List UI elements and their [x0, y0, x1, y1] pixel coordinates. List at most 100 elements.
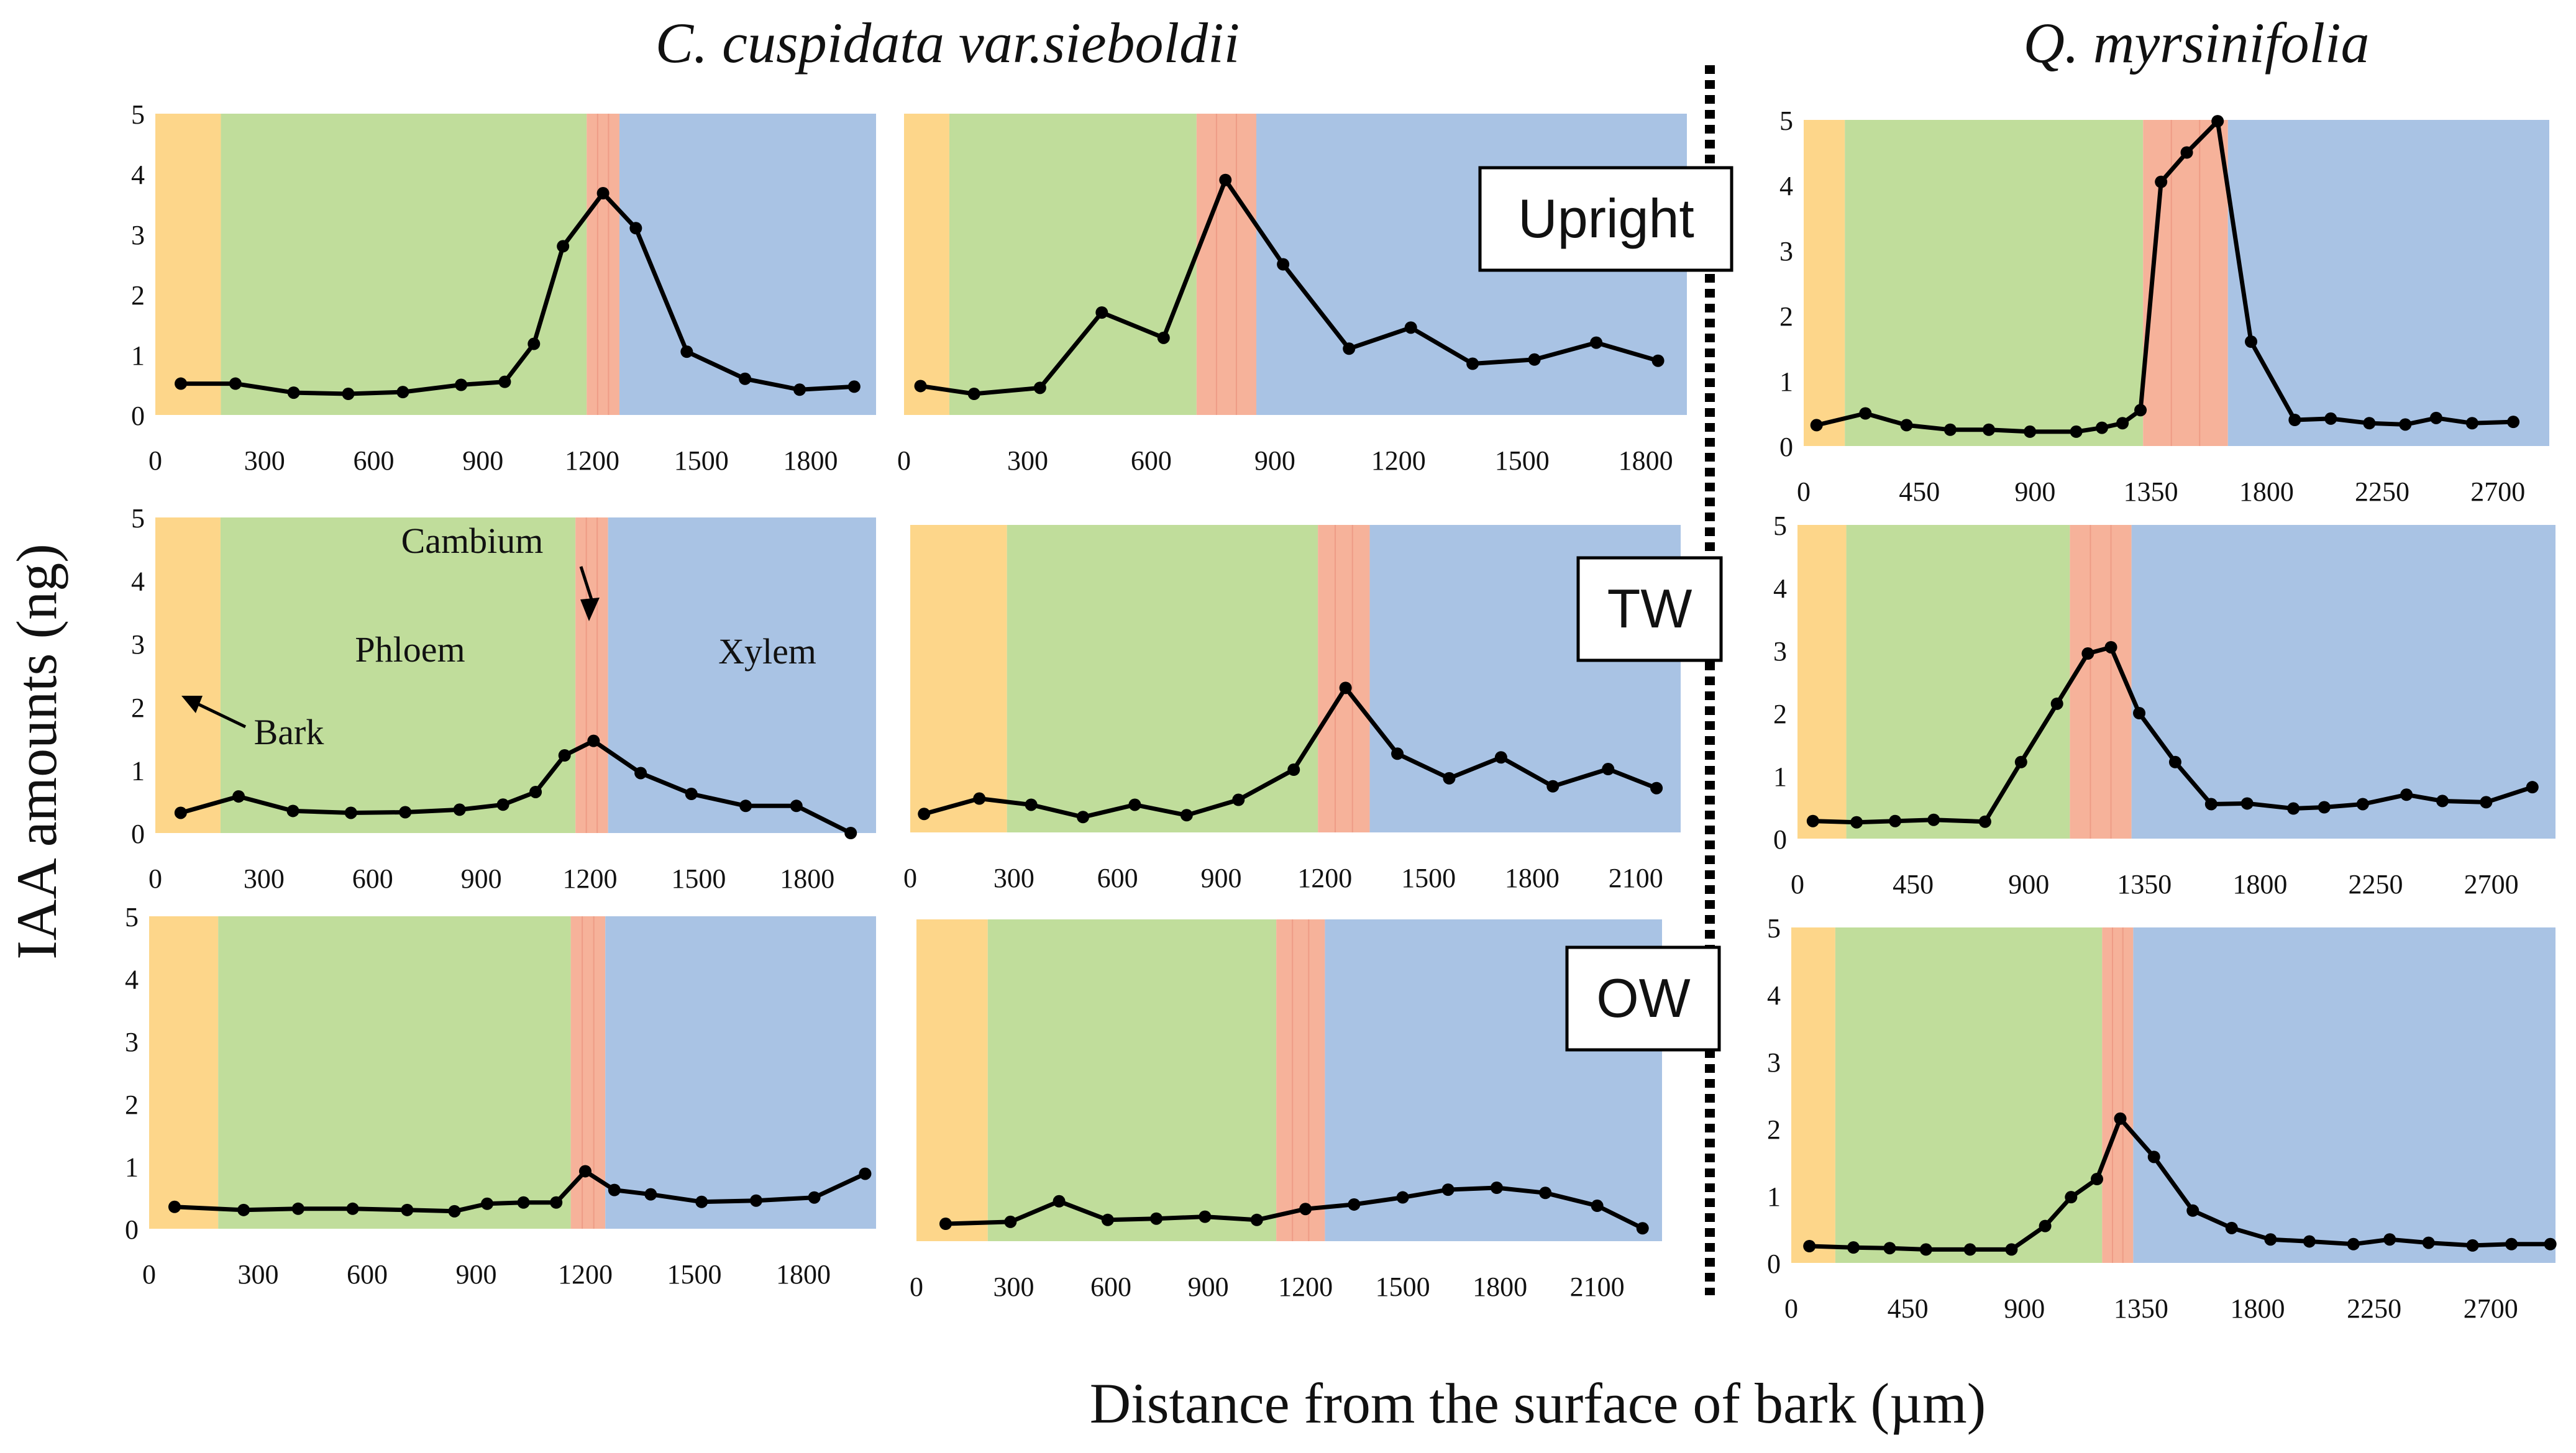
x-tick-label: 2100 [1609, 863, 1663, 893]
iaa-data-point [2039, 1219, 2052, 1232]
iaa-data-point [2070, 425, 2083, 438]
x-tick-label: 1350 [2114, 1293, 2168, 1324]
iaa-data-point [453, 803, 466, 816]
iaa-data-point [1810, 419, 1823, 432]
iaa-data-point [455, 378, 468, 391]
y-tick-label: 3 [131, 629, 145, 660]
x-tick-label: 1500 [667, 1259, 722, 1290]
cambium-band [587, 114, 619, 415]
iaa-data-point [2526, 781, 2539, 794]
condition-label-ow: OW [1565, 945, 1721, 1052]
iaa-data-point [808, 1191, 821, 1204]
x-tick-label: 2700 [2470, 476, 2525, 507]
y-tick-label: 3 [1767, 1047, 1781, 1078]
iaa-data-point [1250, 1213, 1263, 1226]
iaa-data-point [967, 388, 980, 401]
iaa-data-point [749, 1194, 762, 1207]
xylem-band [2227, 120, 2549, 446]
bark-arrowhead [181, 696, 203, 713]
x-tick-label: 1800 [1473, 1272, 1527, 1302]
y-tick-label: 5 [131, 99, 145, 130]
iaa-data-point [344, 806, 357, 819]
phloem-band [1835, 927, 2103, 1263]
iaa-data-point [739, 372, 752, 385]
y-tick-label: 5 [131, 503, 145, 534]
y-tick-label: 1 [1767, 1182, 1781, 1212]
x-tick-label: 600 [347, 1259, 388, 1290]
iaa-data-point [844, 827, 857, 839]
iaa-data-point [739, 799, 752, 813]
iaa-data-point [291, 1202, 304, 1215]
iaa-data-point [793, 383, 806, 396]
phloem-band [949, 114, 1197, 415]
iaa-data-point [396, 386, 409, 399]
iaa-data-point [1466, 357, 1479, 370]
phloem-band [1007, 525, 1318, 832]
iaa-data-point [2180, 146, 2193, 159]
iaa-data-point [2363, 417, 2376, 430]
y-tick-label: 2 [125, 1090, 139, 1120]
iaa-data-point [2399, 418, 2412, 431]
x-tick-label: 1800 [783, 445, 838, 476]
x-tick-label: 300 [993, 863, 1035, 893]
iaa-data-point [596, 187, 610, 200]
iaa-data-point [1299, 1203, 1312, 1216]
iaa-data-point [557, 240, 570, 253]
iaa-data-point [1602, 763, 1615, 776]
iaa-data-point [1396, 1191, 1409, 1204]
iaa-data-point [175, 377, 188, 390]
iaa-data-point [1651, 354, 1665, 367]
x-tick-label: 0 [1784, 1293, 1798, 1324]
y-tick-label: 1 [1773, 762, 1787, 792]
x-tick-label: 0 [897, 445, 911, 476]
iaa-data-point [1180, 809, 1193, 822]
iaa-data-point [1490, 1182, 1503, 1195]
x-tick-label: 450 [1888, 1293, 1929, 1324]
iaa-data-point [1441, 1183, 1455, 1196]
iaa-data-point [1339, 681, 1352, 695]
bark-band [904, 114, 949, 415]
iaa-data-point [1150, 1212, 1163, 1225]
iaa-data-point [1883, 1242, 1896, 1255]
iaa-data-point [168, 1200, 181, 1213]
x-tick-label: 1800 [1505, 863, 1560, 893]
iaa-data-point [1528, 353, 1541, 366]
x-tick-label: 1500 [1376, 1272, 1430, 1302]
cambium-band [1318, 525, 1370, 832]
x-tick-label: 1800 [2239, 476, 2294, 507]
y-tick-label: 1 [131, 340, 145, 371]
iaa-data-point [1494, 751, 1507, 764]
iaa-data-point [1391, 747, 1404, 760]
iaa-data-point [1343, 342, 1356, 355]
x-tick-label: 1500 [1495, 445, 1550, 476]
iaa-data-point [2288, 414, 2301, 426]
x-tick-label: 300 [244, 863, 285, 894]
x-tick-label: 300 [1007, 445, 1048, 476]
x-tick-label: 1800 [2232, 869, 2287, 900]
xylem-annotation: Xylem [718, 631, 816, 672]
cambium-arrowhead [580, 598, 600, 621]
y-tick-label: 4 [131, 567, 145, 597]
condition-ow-text: OW [1596, 967, 1691, 1029]
iaa-data-point [2204, 798, 2217, 811]
y-tick-label: 2 [1779, 301, 1793, 332]
condition-label-tw: TW [1576, 556, 1723, 662]
x-tick-label: 600 [1131, 445, 1172, 476]
iaa-data-point [1847, 1241, 1860, 1254]
iaa-data-point [1546, 780, 1560, 793]
iaa-data-point [2347, 1237, 2360, 1250]
bark-band [155, 517, 221, 833]
iaa-data-point [2155, 175, 2168, 188]
iaa-series-line [174, 1168, 866, 1214]
iaa-data-point [1025, 798, 1038, 811]
iaa-data-point [1004, 1215, 1017, 1228]
iaa-data-point [2225, 1221, 2238, 1234]
x-tick-label: 0 [148, 445, 162, 476]
iaa-data-point [1900, 419, 1913, 432]
x-tick-label: 900 [1254, 445, 1295, 476]
y-tick-label: 5 [1773, 511, 1787, 541]
y-tick-label: 0 [1767, 1249, 1781, 1279]
iaa-data-point [2014, 755, 2027, 768]
y-tick-label: 2 [1767, 1114, 1781, 1145]
